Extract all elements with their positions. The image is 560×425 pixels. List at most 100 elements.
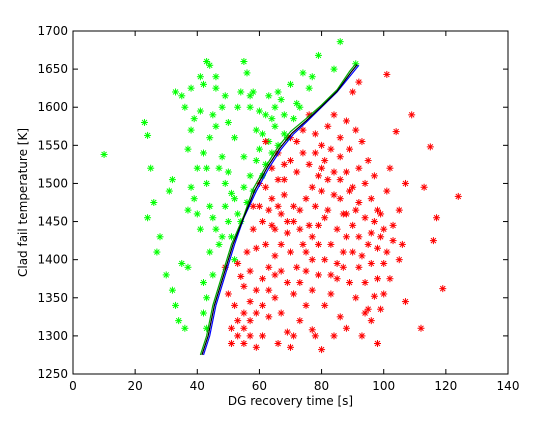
scatter-point	[184, 206, 192, 214]
scatter-point	[377, 210, 385, 218]
scatter-point	[342, 324, 350, 332]
scatter-point	[206, 61, 214, 69]
scatter-point	[293, 138, 301, 146]
scatter-point	[346, 187, 354, 195]
scatter-point	[255, 145, 263, 153]
scatter-point	[439, 285, 447, 293]
scatter-point	[367, 317, 375, 325]
scatter-point	[336, 176, 344, 184]
scatter-point	[355, 78, 363, 86]
scatter-point	[249, 202, 257, 210]
scatter-point	[206, 248, 214, 256]
scatter-point	[327, 290, 335, 298]
scatter-point	[262, 183, 270, 191]
scatter-point	[259, 332, 267, 340]
scatter-point	[209, 214, 217, 222]
scatter-point	[287, 248, 294, 256]
scatter-point	[355, 233, 363, 241]
scatter-point	[383, 187, 391, 195]
scatter-point	[290, 202, 298, 210]
scatter-point	[454, 192, 462, 200]
y-tick-label: 1550	[37, 138, 68, 152]
scatter-point	[367, 259, 375, 267]
scatter-point	[252, 343, 260, 351]
scatter-point	[401, 298, 409, 306]
scatter-point	[190, 195, 198, 203]
scatter-point	[333, 225, 341, 233]
scatter-point	[358, 252, 366, 260]
scatter-point	[364, 305, 372, 313]
scatter-point	[150, 199, 158, 206]
scatter-point	[271, 225, 279, 233]
scatter-point	[193, 210, 201, 218]
scatter-point	[187, 84, 195, 92]
scatter-point	[305, 84, 313, 92]
scatter-point	[287, 343, 294, 351]
scatter-point	[252, 244, 260, 252]
scatter-point	[218, 103, 226, 111]
scatter-point	[184, 145, 192, 153]
y-tick-label: 1400	[37, 253, 68, 267]
scatter-point	[265, 286, 273, 294]
scatter-point	[262, 138, 270, 146]
scatter-point	[240, 153, 248, 161]
scatter-point	[271, 252, 279, 260]
scatter-point	[318, 187, 326, 195]
scatter-point	[227, 189, 235, 197]
scatter-point	[377, 233, 385, 241]
scatter-point	[324, 176, 332, 184]
scatter-point	[401, 179, 409, 187]
scatter-point	[308, 286, 316, 294]
scatter-point	[212, 73, 220, 81]
scatter-point	[380, 225, 388, 233]
scatter-point	[389, 221, 397, 229]
scatter-point	[336, 134, 344, 142]
scatter-point	[271, 294, 279, 302]
scatter-point	[252, 126, 260, 134]
scatter-point	[293, 168, 301, 176]
scatter-point	[339, 263, 347, 271]
scatter-point	[299, 69, 307, 77]
boundary-line	[201, 64, 358, 356]
scatter-point	[268, 195, 276, 203]
scatter-point	[227, 324, 235, 332]
scatter-point	[392, 128, 400, 136]
scatter-point	[246, 172, 254, 180]
scatter-point	[100, 150, 108, 158]
scatter-point	[200, 279, 207, 287]
scatter-point	[240, 340, 248, 348]
scatter-point	[370, 218, 378, 226]
scatter-point	[218, 153, 226, 161]
scatter-point	[196, 107, 204, 115]
scatter-point	[374, 275, 381, 283]
scatter-point	[215, 164, 223, 172]
scatter-point	[231, 195, 239, 203]
scatter-point	[299, 126, 307, 134]
scatter-point	[259, 130, 267, 138]
scatter-point	[367, 229, 375, 237]
scatter-point	[187, 183, 195, 191]
scatter-point	[361, 214, 369, 222]
scatter-point	[305, 111, 313, 119]
scatter-point	[268, 164, 276, 172]
scatter-point	[224, 168, 232, 176]
scatter-point	[324, 122, 332, 130]
scatter-point	[172, 301, 180, 309]
scatter-point	[224, 290, 232, 298]
scatter-point	[200, 80, 207, 88]
scatter-point	[361, 279, 369, 287]
scatter-point	[349, 221, 357, 229]
scatter-point	[280, 176, 288, 184]
scatter-point	[342, 117, 350, 125]
scatter-point	[364, 157, 372, 165]
scatter-point	[168, 176, 176, 184]
scatter-point	[311, 149, 319, 157]
scatter-point	[277, 240, 285, 248]
scatter-point	[227, 233, 235, 241]
scatter-point	[193, 164, 201, 172]
scatter-point	[240, 309, 248, 317]
scatter-point	[212, 225, 220, 233]
scatter-point	[336, 153, 344, 161]
scatter-point	[327, 240, 335, 248]
